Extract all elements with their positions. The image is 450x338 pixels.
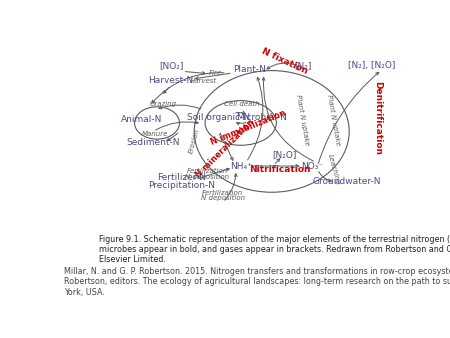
Text: Denitrification: Denitrification: [374, 80, 382, 154]
Text: [NO₂]: [NO₂]: [159, 61, 183, 70]
Text: Fertilizer-N: Fertilizer-N: [158, 173, 206, 182]
Text: Grazing: Grazing: [150, 101, 177, 107]
Text: N deposition: N deposition: [185, 174, 230, 180]
Text: Precipitation-N: Precipitation-N: [148, 181, 215, 190]
Text: Plant N uptake: Plant N uptake: [295, 94, 310, 146]
Text: [N₂], [N₂O]: [N₂], [N₂O]: [348, 61, 396, 70]
Text: N immobilization: N immobilization: [210, 108, 288, 147]
Text: [N₂O]: [N₂O]: [273, 150, 297, 159]
Text: Leaching: Leaching: [327, 154, 341, 186]
Text: Microbial-N: Microbial-N: [236, 113, 287, 122]
Text: Groundwater-N: Groundwater-N: [313, 177, 381, 186]
Text: Plant N uptake: Plant N uptake: [326, 94, 341, 146]
Text: Sediment-N: Sediment-N: [126, 139, 180, 147]
Text: NO₃⁻: NO₃⁻: [301, 162, 323, 171]
Text: [N₂]: [N₂]: [294, 61, 311, 70]
Text: Fertilization: Fertilization: [187, 168, 228, 174]
Text: Figure 9.1. Schematic representation of the major elements of the terrestrial ni: Figure 9.1. Schematic representation of …: [99, 235, 450, 264]
Text: Soil organic-N: Soil organic-N: [188, 113, 251, 122]
Text: N fixation: N fixation: [261, 47, 310, 76]
Text: N deposition: N deposition: [201, 195, 245, 201]
Text: Harvest-N: Harvest-N: [148, 76, 194, 85]
Text: Animal-N: Animal-N: [121, 115, 162, 124]
Text: Millar, N. and G. P. Robertson. 2015. Nitrogen transfers and transformations in : Millar, N. and G. P. Robertson. 2015. Ni…: [64, 267, 450, 297]
Text: Fertilization: Fertilization: [202, 190, 243, 196]
Text: Fire: Fire: [208, 70, 222, 76]
Text: Nitrification: Nitrification: [249, 165, 310, 174]
Text: Cell death: Cell death: [225, 101, 260, 107]
Text: Harvest: Harvest: [190, 78, 217, 83]
Text: NH₄⁺: NH₄⁺: [230, 162, 252, 171]
Text: Plant-N: Plant-N: [234, 65, 266, 74]
Text: N mineralization: N mineralization: [194, 117, 256, 179]
Text: Erosion: Erosion: [188, 127, 200, 154]
Text: Manure: Manure: [142, 131, 169, 138]
